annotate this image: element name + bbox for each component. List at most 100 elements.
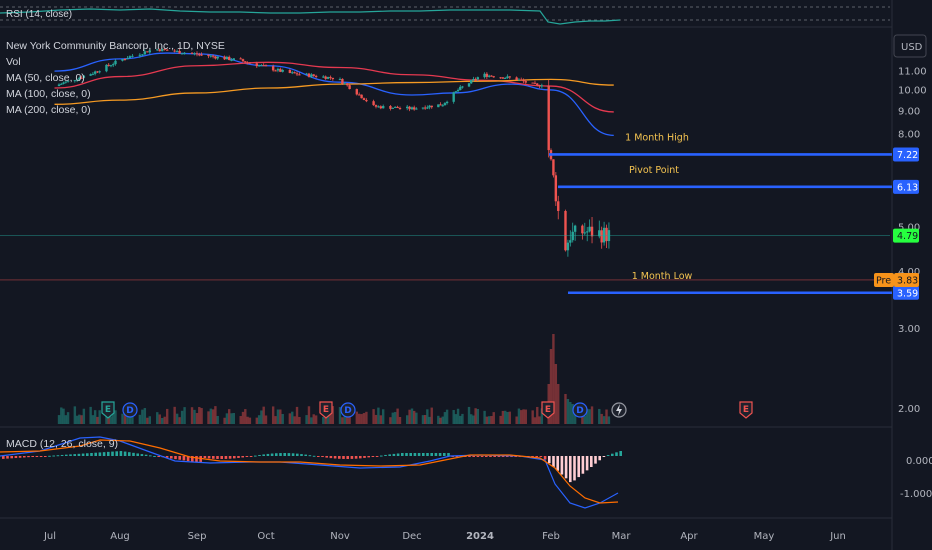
macd-pane[interactable]: 0.0000 -1.0000 [0,436,932,509]
macd-hist-bar [23,456,26,458]
volume-bar [322,416,325,424]
macd-hist-bar [94,452,97,456]
candle-body [98,71,101,73]
volume-bar [472,415,475,424]
price-tick: 10.00 [898,85,927,96]
volume-bar [246,416,249,424]
candle-body [295,73,299,75]
volume-bar [230,413,233,424]
time-axis[interactable]: Jul Aug Sep Oct Nov Dec 2024 Feb Mar Apr May Jun [43,531,846,542]
volume-bar [241,411,245,424]
macd-hist-bar [216,456,219,459]
price-axis[interactable]: 11.00 10.00 9.00 8.00 5.00 4.00 3.00 2.00 [898,67,927,415]
ma200-legend[interactable]: MA (200, close, 0) [6,104,91,116]
candle-body [492,76,495,78]
candle-body [398,108,402,110]
volume-bar [540,408,544,424]
currency-button[interactable]: USD [893,34,927,58]
volume-bar [517,408,521,424]
macd-hist-bar [228,456,232,459]
dividend-marker[interactable]: D [122,402,138,418]
macd-hist-bar [48,455,51,457]
macd-hist-bar [275,453,278,456]
candle-body [228,56,231,61]
volume-bar [180,410,184,424]
candle-body [588,226,591,232]
volume-bar [533,417,537,424]
rsi-legend[interactable]: RSI (14, close) [6,9,73,20]
macd-hist-bar [380,455,383,457]
candle-body [148,50,152,53]
macd-legend[interactable]: MACD (12, 26, close, 9) [6,438,119,450]
volume-bar [80,415,83,424]
volume-bar [358,413,361,424]
earnings-marker[interactable]: E [319,401,333,419]
candle-body [569,240,572,243]
volume-legend[interactable]: Vol [6,56,21,68]
candle-body [281,69,284,72]
candle-body [581,225,584,234]
volume-bar [279,409,282,424]
volume-bar [456,408,460,424]
levels[interactable]: 1 Month High 7.22 Pivot Point 6.13 1 Month L… [549,132,919,300]
candle-body [515,77,518,81]
candle-body [57,84,61,87]
price-candles[interactable] [57,48,611,257]
dividend-marker[interactable]: D [340,402,356,418]
candle-body [329,76,332,78]
volume-bar [443,412,447,424]
macd-hist-bar [178,456,181,460]
candle-body [60,83,63,85]
volume-bar [73,406,77,424]
macd-hist-bar [497,456,501,457]
macd-hist-bar [472,456,475,457]
volume-bar [131,412,134,424]
volume-bar [483,410,486,424]
candle-body [467,83,471,87]
volume-bar [428,416,431,424]
volume-bar [531,410,534,424]
volume-bar [75,415,79,424]
candle-body [415,108,418,110]
macd-hist-bar [86,453,89,456]
volume-bar [291,411,294,424]
macd-hist-bar [27,456,30,458]
level-price-label: 7.22 [897,150,918,161]
earnings-marker[interactable]: E [739,401,753,419]
svg-text:D: D [126,406,133,416]
split-marker[interactable] [611,402,627,418]
volume-bar [244,409,247,424]
volume-bar [586,408,589,424]
earnings-marker[interactable]: E [101,401,115,419]
candle-body [391,107,394,109]
ma-line-3 [54,78,614,105]
volume-bar [158,414,161,424]
macd-hist-bar [98,452,102,456]
ma50-legend[interactable]: MA (50, close, 0) [6,72,85,84]
candle-body [343,83,346,85]
symbol-legend[interactable]: New York Community Bancorp, Inc., 1D, NY… [6,40,225,52]
rsi-line [0,8,621,25]
macd-hist-bar [417,453,421,456]
time-tick: Mar [612,531,632,542]
dividend-marker[interactable]: D [572,402,588,418]
candle-body [426,107,429,109]
time-tick: 2024 [466,531,494,542]
earnings-marker[interactable]: E [541,401,555,419]
ma100-legend[interactable]: MA (100, close, 0) [6,88,91,100]
volume-bar [148,416,152,424]
volume-bar [163,416,166,424]
macd-hist-bar [573,456,576,481]
svg-text:E: E [105,405,111,415]
macd-hist-bar [619,450,622,456]
volume-bar [225,413,229,424]
volume-bar [123,409,127,424]
volume-bar [326,414,330,424]
candle-body [96,71,99,73]
macd-hist-bar [18,456,22,458]
candle-body [456,89,460,92]
rsi-pane[interactable] [0,6,890,25]
currency-button-label[interactable]: USD [901,42,923,53]
